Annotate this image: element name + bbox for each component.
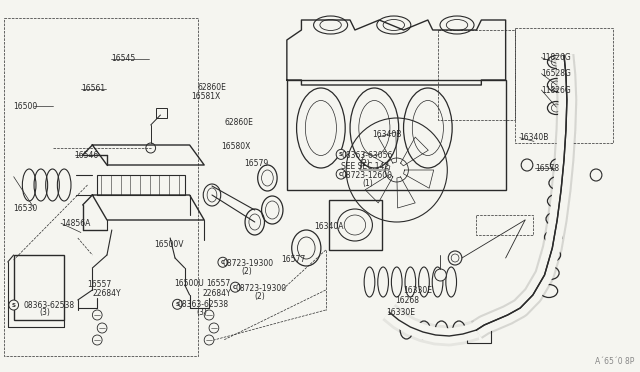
- Text: 08363-62538: 08363-62538: [24, 301, 75, 310]
- Circle shape: [218, 257, 228, 267]
- Circle shape: [336, 150, 346, 159]
- Circle shape: [204, 335, 214, 345]
- Text: 16578: 16578: [535, 164, 559, 173]
- Circle shape: [204, 310, 214, 320]
- Text: 16581X: 16581X: [191, 92, 221, 101]
- Circle shape: [385, 158, 408, 182]
- Text: C: C: [233, 285, 237, 290]
- Bar: [4, 18, 198, 356]
- Bar: [515, 28, 612, 143]
- Circle shape: [435, 269, 446, 281]
- Text: (2): (2): [241, 267, 252, 276]
- Text: S: S: [12, 302, 16, 308]
- Text: S: S: [339, 152, 343, 157]
- Bar: [97, 175, 185, 195]
- Bar: [156, 108, 167, 118]
- Text: SEE SEC.142: SEE SEC.142: [341, 162, 389, 171]
- Circle shape: [146, 143, 156, 153]
- Text: 62860E: 62860E: [224, 118, 253, 127]
- Text: 16500U: 16500U: [174, 279, 204, 288]
- Circle shape: [92, 310, 102, 320]
- Text: 62860E: 62860E: [198, 83, 227, 92]
- Bar: [13, 255, 64, 320]
- Circle shape: [230, 282, 240, 292]
- Bar: [476, 215, 533, 235]
- Text: 16580X: 16580X: [221, 142, 250, 151]
- Bar: [467, 325, 491, 343]
- Text: 08723-12600: 08723-12600: [341, 171, 392, 180]
- Circle shape: [590, 169, 602, 181]
- Text: 08723-19300: 08723-19300: [223, 259, 274, 268]
- Text: 16340B: 16340B: [520, 133, 549, 142]
- Text: 16268: 16268: [395, 296, 419, 305]
- Circle shape: [448, 251, 462, 265]
- Text: (2): (2): [360, 159, 371, 168]
- Text: 16500V: 16500V: [154, 240, 184, 249]
- Text: 22684Y: 22684Y: [202, 289, 231, 298]
- Circle shape: [97, 323, 107, 333]
- Text: 16330E: 16330E: [386, 308, 415, 317]
- Circle shape: [92, 335, 102, 345]
- Text: 08363-63056: 08363-63056: [341, 151, 392, 160]
- Text: 16330E: 16330E: [403, 286, 432, 295]
- Text: 22684Y: 22684Y: [92, 289, 121, 298]
- Text: C: C: [339, 171, 343, 177]
- Text: S: S: [175, 302, 179, 307]
- Circle shape: [9, 300, 19, 310]
- Circle shape: [173, 299, 182, 309]
- Circle shape: [209, 323, 219, 333]
- Text: 08363-62538: 08363-62538: [177, 300, 228, 309]
- Text: 16340A: 16340A: [314, 222, 344, 231]
- Text: A´65´0 8P: A´65´0 8P: [595, 357, 634, 366]
- Text: 16545: 16545: [111, 54, 135, 63]
- Text: (3): (3): [196, 308, 207, 317]
- Text: 16557: 16557: [87, 280, 111, 289]
- Circle shape: [336, 169, 346, 179]
- Circle shape: [521, 159, 533, 171]
- Text: 16340B: 16340B: [372, 130, 401, 139]
- Text: (1): (1): [362, 179, 373, 188]
- Text: (3): (3): [39, 308, 50, 317]
- Text: 11826G: 11826G: [541, 86, 571, 94]
- Text: 16579: 16579: [244, 159, 269, 168]
- Text: C: C: [221, 260, 225, 265]
- Text: (2): (2): [254, 292, 265, 301]
- Text: 16561: 16561: [81, 84, 105, 93]
- Bar: [438, 30, 515, 120]
- Text: 16528G: 16528G: [541, 69, 572, 78]
- Text: 16557: 16557: [207, 279, 231, 288]
- Text: 08723-19300: 08723-19300: [236, 284, 286, 293]
- Text: 16546: 16546: [75, 151, 99, 160]
- Text: 16500: 16500: [13, 102, 38, 110]
- Text: 11826G: 11826G: [541, 53, 571, 62]
- Text: 16577: 16577: [282, 255, 305, 264]
- Text: 16530: 16530: [13, 204, 38, 213]
- Text: 14856A: 14856A: [61, 219, 90, 228]
- Bar: [287, 80, 506, 190]
- Bar: [329, 200, 382, 250]
